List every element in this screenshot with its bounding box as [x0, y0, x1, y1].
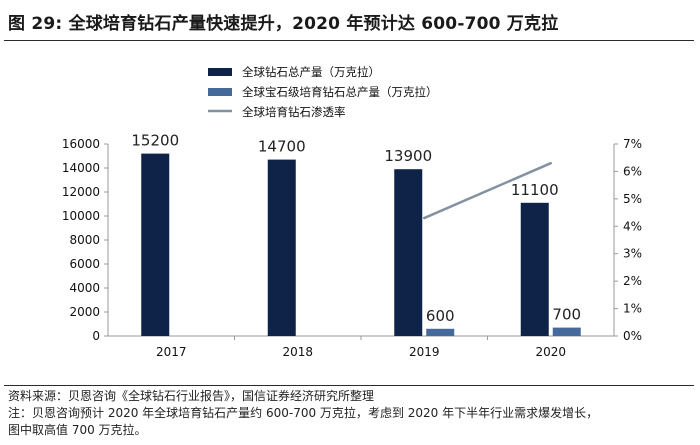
bar-lab-grown-production [552, 327, 581, 336]
y-left-tick-label: 14000 [62, 161, 100, 175]
legend-swatch-total [208, 68, 232, 76]
data-label-total: 14700 [258, 138, 306, 156]
y-right-tick-label: 7% [623, 137, 642, 151]
legend-swatch-lab [208, 88, 232, 96]
bar-total-production [520, 202, 549, 336]
footnote-line-2: 图中取高值 700 万克拉。 [8, 423, 147, 437]
data-label-lab-grown: 600 [426, 307, 455, 325]
bottom-rule [4, 385, 694, 386]
y-left-tick-label: 12000 [62, 185, 100, 199]
axes: 0 2000 4000 6000 8000 10000 12000 14000 16000 0% 1… [62, 137, 642, 359]
data-label-total: 11100 [511, 181, 559, 199]
penetration-rate-line [423, 161, 552, 220]
data-label-total: 13900 [384, 147, 432, 165]
bar-total-production [267, 159, 296, 336]
y-right-tick-label: 5% [623, 192, 642, 206]
legend-label-rate: 全球培育钻石渗透率 [242, 105, 346, 119]
rate-line [423, 161, 552, 220]
figure-header: 图 29: 全球培育钻石产量快速提升，2020 年预计达 600-700 万克拉 [0, 0, 700, 44]
y-right-tick-label: 1% [623, 302, 642, 316]
footer: 资料来源：贝恩咨询《全球钻石行业报告》，国信证券经济研究所整理 注：贝恩咨询预计… [8, 388, 694, 439]
y-left-tick-label: 2000 [69, 305, 100, 319]
bars [141, 153, 581, 336]
footnote-line-1: 注：贝恩咨询预计 2020 年全球培育钻石产量约 600-700 万克拉，考虑到… [8, 406, 599, 420]
y-right-tick-label: 2% [623, 274, 642, 288]
y-right-tick-label: 3% [623, 247, 642, 261]
x-tick-label: 2020 [535, 345, 566, 359]
top-rule [4, 40, 694, 41]
bar-lab-grown-production [426, 328, 455, 336]
data-labels: 15200 14700 13900 11100 600 700 [131, 132, 581, 325]
y-left-tick-label: 0 [92, 329, 100, 343]
legend-label-total: 全球钻石总产量（万克拉） [242, 65, 380, 79]
x-tick-label: 2018 [282, 345, 313, 359]
y-left-tick-label: 16000 [62, 137, 100, 151]
y-left-tick-label: 8000 [69, 233, 100, 247]
legend: 全球钻石总产量（万克拉） 全球宝石级培育钻石总产量（万克拉） 全球培育钻石渗透率 [208, 65, 438, 119]
legend-item-rate: 全球培育钻石渗透率 [208, 105, 346, 119]
legend-item-total: 全球钻石总产量（万克拉） [208, 65, 380, 79]
y-left-tick-label: 6000 [69, 257, 100, 271]
figure-title: 图 29: 全球培育钻石产量快速提升，2020 年预计达 600-700 万克拉 [8, 14, 559, 34]
x-tick-label: 2017 [156, 345, 187, 359]
data-label-lab-grown: 700 [552, 306, 581, 324]
y-right-tick-label: 4% [623, 219, 642, 233]
y-right-tick-label: 6% [623, 164, 642, 178]
bar-total-production [394, 169, 423, 336]
chart: 全球钻石总产量（万克拉） 全球宝石级培育钻石总产量（万克拉） 全球培育钻石渗透率… [62, 65, 642, 359]
y-left-tick-label: 4000 [69, 281, 100, 295]
source-note: 资料来源：贝恩咨询《全球钻石行业报告》，国信证券经济研究所整理 [8, 389, 375, 403]
x-tick-label: 2019 [409, 345, 440, 359]
bar-total-production [141, 153, 170, 336]
legend-item-lab: 全球宝石级培育钻石总产量（万克拉） [208, 85, 438, 99]
y-left-tick-label: 10000 [62, 209, 100, 223]
data-label-total: 15200 [131, 132, 179, 150]
legend-label-lab: 全球宝石级培育钻石总产量（万克拉） [242, 85, 438, 99]
y-right-tick-label: 0% [623, 329, 642, 343]
